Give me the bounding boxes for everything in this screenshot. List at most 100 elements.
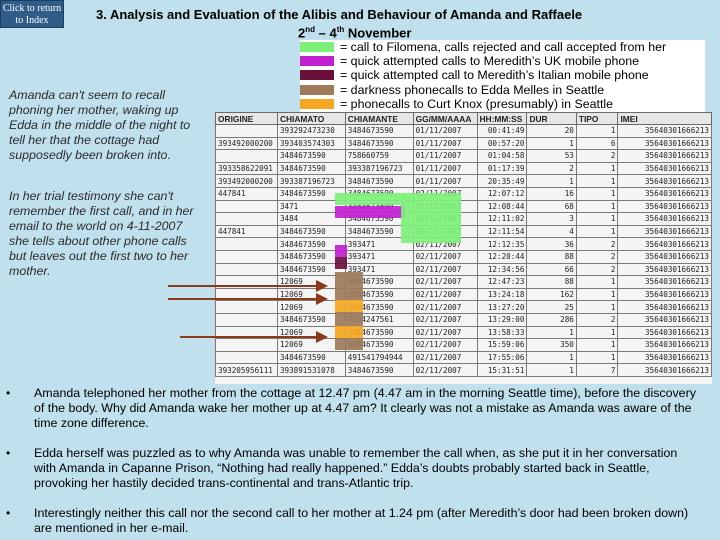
table-cell: 20:35:49: [476, 174, 528, 188]
table-cell: 1: [526, 136, 577, 151]
table-header: DUR: [526, 112, 577, 125]
table-cell: 3484673590: [276, 149, 346, 163]
table-cell: 1: [575, 275, 619, 289]
table-cell: 447841: [215, 224, 278, 239]
table-cell: 3484673590: [344, 124, 414, 138]
table-cell: 35640301666213: [617, 338, 712, 352]
table-row: 3484673590 393471 02/11/2007 12:12:35 36 2 356…: [215, 237, 712, 251]
table-row: 3484673590 491541794944 02/11/2007 17:55:06…: [215, 350, 712, 365]
table-header: HH:MM:SS: [476, 112, 528, 125]
table-cell: 35640301666213: [617, 325, 712, 340]
legend-label: = quick attempted call to Meredith’s Ita…: [340, 68, 649, 83]
table-cell: 01/11/2007: [412, 149, 478, 163]
table-cell: 12:47:23: [476, 275, 528, 289]
table-cell: 4: [526, 224, 577, 239]
table-cell: 2: [526, 161, 577, 176]
table-cell: 35640301666213: [617, 161, 712, 176]
table-cell: 12:08:44: [476, 199, 528, 214]
table-cell: 13:58:33: [476, 325, 528, 340]
table-cell: 1: [575, 338, 619, 352]
legend-row: = darkness phonecalls to Edda Melles in …: [300, 83, 705, 97]
table-cell: 1: [575, 212, 619, 226]
bullet-text: Interestingly neither this call nor the …: [34, 506, 689, 535]
table-row: 12069 3484673590 02/11/2007 12:47:23 88 1 3564…: [215, 275, 712, 289]
table-row: 393292473230 3484673590 01/11/2007 00:41:49…: [215, 124, 712, 138]
table-header: ORIGINE: [215, 112, 278, 125]
highlight-mark: [335, 193, 405, 205]
legend-label: = phonecalls to Curt Knox (presumably) i…: [340, 96, 614, 111]
table-row: 12069 3484673590 02/11/2007 13:58:33 1 1 35640…: [215, 325, 712, 340]
table-cell: 35640301666213: [617, 312, 712, 327]
table-cell: 88: [526, 249, 577, 264]
table-cell: 13:27:20: [476, 300, 528, 314]
table-cell: 13:24:18: [476, 287, 528, 302]
table-cell: 02/11/2007: [412, 262, 478, 277]
table-cell: 35640301666213: [617, 262, 712, 277]
highlight-mark: [335, 300, 363, 312]
table-row: 3484673590 393471 02/11/2007 12:20:44 88 2 356…: [215, 249, 712, 264]
legend-row: = phonecalls to Curt Knox (presumably) i…: [300, 97, 705, 111]
table-cell: 13:29:00: [476, 312, 528, 327]
table-cell: 00:41:49: [476, 124, 528, 138]
table-cell: 393292473230: [276, 124, 346, 138]
table-cell: 1: [526, 363, 577, 377]
table-cell: [215, 350, 278, 365]
table-cell: 1: [575, 186, 619, 201]
table-cell: [215, 237, 278, 251]
table-cell: 01/11/2007: [412, 136, 478, 151]
table-row: 393492000200 393387196723 3484673590 01/11/…: [215, 174, 712, 188]
table-cell: 35640301666213: [617, 237, 712, 251]
table-cell: 01/11/2007: [412, 174, 478, 188]
table-cell: 01/11/2007: [412, 124, 478, 138]
table-cell: 20: [526, 124, 577, 138]
table-cell: 3484673590: [276, 350, 346, 365]
table-cell: 2: [575, 262, 619, 277]
table-cell: 3484673590: [344, 136, 414, 151]
table-cell: 02/11/2007: [412, 363, 478, 377]
table-cell: 01/11/2007: [412, 161, 478, 176]
table-cell: 36: [526, 237, 577, 251]
table-cell: 35640301666213: [617, 350, 712, 365]
table-row: 3471348467359002/11/200712:08:4468135640…: [215, 199, 712, 214]
legend-row: = quick attempted call to Meredith’s Ita…: [300, 68, 705, 82]
table-cell: 1: [575, 174, 619, 188]
table-cell: [215, 199, 278, 214]
return-to-index-button[interactable]: Click to return to Index: [0, 0, 64, 28]
table-cell: 1: [575, 161, 619, 176]
table-row: 393492000200 393403574303 3484673590 01/11/…: [215, 136, 712, 151]
table-cell: 35640301666213: [617, 136, 712, 151]
table-row: 3484673590 7554247561 02/11/2007 13:29:00 28…: [215, 312, 712, 327]
table-cell: 88: [526, 275, 577, 289]
table-cell: 66: [526, 262, 577, 277]
table-cell: 350: [526, 338, 577, 352]
arrow-icon: [168, 280, 328, 292]
table-cell: 02/11/2007: [412, 300, 478, 314]
table-cell: 02/11/2007: [412, 287, 478, 302]
table-row: 12069 3484673590 02/11/2007 13:24:18 162 1 356…: [215, 287, 712, 302]
table-cell: 393387196723: [344, 161, 414, 176]
table-cell: 1: [575, 325, 619, 340]
table-cell: [215, 249, 278, 264]
highlight-mark: [335, 286, 363, 300]
table-cell: 02/11/2007: [412, 249, 478, 264]
note-trial-testimony: In her trial testimony she can't remembe…: [9, 189, 194, 278]
table-cell: 16: [526, 186, 577, 201]
table-cell: 00:57:20: [476, 136, 528, 151]
table-cell: 491541794944: [344, 350, 414, 365]
table-row: 4478413484673590348467359002/11/200712:0…: [215, 186, 712, 201]
phone-records-scan: ORIGINE CHIAMATO CHIAMANTE GG/MM/AAAA HH:MM:…: [214, 112, 712, 384]
table-cell: 12:11:54: [476, 224, 528, 239]
bullet-marker: •: [6, 386, 11, 400]
table-cell: 162: [526, 287, 577, 302]
table-cell: 35640301666213: [617, 186, 712, 201]
table-cell: 393358622091: [215, 161, 278, 176]
table-cell: 393403574303: [276, 136, 346, 151]
table-cell: 1: [575, 300, 619, 314]
table-cell: 35640301666213: [617, 249, 712, 264]
table-cell: 35640301666213: [617, 149, 712, 163]
slide-title: 3. Analysis and Evaluation of the Alibis…: [96, 7, 583, 22]
legend-swatch: [300, 56, 334, 67]
legend-swatch: [300, 84, 334, 95]
table-cell: 1: [526, 174, 577, 188]
legend-label: = quick attempted calls to Meredith’s UK…: [340, 54, 640, 69]
